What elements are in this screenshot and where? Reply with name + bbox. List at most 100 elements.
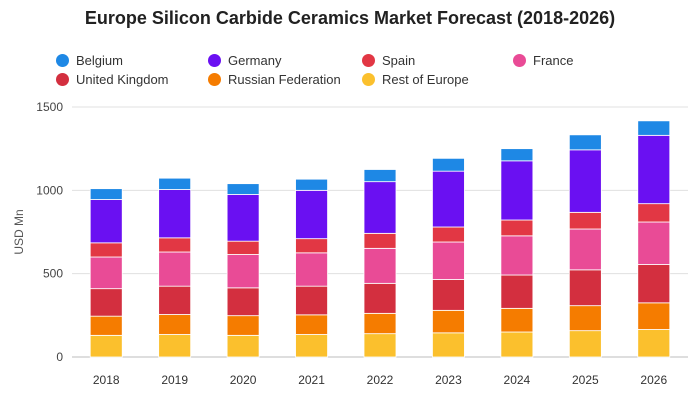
bar-segment-rest-of-europe-2023[interactable] xyxy=(432,332,465,358)
x-tick-label: 2021 xyxy=(298,373,325,387)
circle-icon xyxy=(362,73,375,86)
circle-icon xyxy=(56,73,69,86)
bar-segment-united-kingdom-2020[interactable] xyxy=(226,287,260,317)
bar-segment-france-2020[interactable] xyxy=(226,254,260,289)
bar-segment-france-2021[interactable] xyxy=(295,252,328,287)
x-tick-label: 2026 xyxy=(640,373,667,387)
bar-segment-rest-of-europe-2022[interactable] xyxy=(363,333,397,358)
legend-label: Russian Federation xyxy=(228,72,341,87)
bar-segment-russian-federation-2018[interactable] xyxy=(89,315,123,336)
legend-item-russian-federation[interactable]: Russian Federation xyxy=(208,72,341,87)
circle-icon xyxy=(362,54,375,67)
bar-segment-united-kingdom-2025[interactable] xyxy=(568,269,602,307)
x-tick-label: 2019 xyxy=(161,373,188,387)
bar-segment-russian-federation-2026[interactable] xyxy=(637,302,671,330)
bar-stack-2026 xyxy=(637,120,671,358)
bar-segment-united-kingdom-2019[interactable] xyxy=(158,285,192,315)
bar-stack-2019 xyxy=(158,177,192,358)
bar-segment-rest-of-europe-2021[interactable] xyxy=(295,334,328,358)
bar-stack-2024 xyxy=(500,148,534,358)
x-tick-label: 2022 xyxy=(367,373,394,387)
bar-segment-belgium-2024[interactable] xyxy=(500,148,534,162)
bar-stacks xyxy=(89,120,671,358)
bar-segment-spain-2019[interactable] xyxy=(158,237,192,253)
bar-segment-united-kingdom-2026[interactable] xyxy=(637,264,671,304)
bar-segment-france-2023[interactable] xyxy=(432,241,465,280)
bar-segment-belgium-2022[interactable] xyxy=(363,169,397,183)
bar-segment-belgium-2023[interactable] xyxy=(432,157,465,172)
legend-label: Rest of Europe xyxy=(382,72,469,87)
bar-segment-russian-federation-2024[interactable] xyxy=(500,307,534,333)
bar-segment-belgium-2018[interactable] xyxy=(89,188,123,200)
legend-label: Belgium xyxy=(76,53,123,68)
bar-segment-rest-of-europe-2018[interactable] xyxy=(89,334,123,358)
x-tick-label: 2024 xyxy=(504,373,531,387)
bar-segment-france-2022[interactable] xyxy=(363,247,397,284)
bar-segment-spain-2026[interactable] xyxy=(637,203,671,223)
bar-segment-rest-of-europe-2020[interactable] xyxy=(226,334,260,358)
bar-segment-russian-federation-2025[interactable] xyxy=(568,305,602,332)
circle-icon xyxy=(513,54,526,67)
bar-segment-united-kingdom-2021[interactable] xyxy=(295,285,328,316)
bar-segment-france-2019[interactable] xyxy=(158,251,192,287)
bar-segment-rest-of-europe-2019[interactable] xyxy=(158,334,192,358)
bar-segment-germany-2026[interactable] xyxy=(637,134,671,205)
legend-item-france[interactable]: France xyxy=(513,53,573,68)
bar-segment-germany-2023[interactable] xyxy=(432,170,465,228)
bar-segment-russian-federation-2021[interactable] xyxy=(295,314,328,335)
bar-segment-spain-2018[interactable] xyxy=(89,242,123,258)
x-tick-label: 2020 xyxy=(230,373,257,387)
bar-segment-united-kingdom-2023[interactable] xyxy=(432,279,465,311)
y-tick-label: 0 xyxy=(56,350,63,364)
bar-segment-spain-2022[interactable] xyxy=(363,232,397,249)
bar-segment-rest-of-europe-2024[interactable] xyxy=(500,331,534,358)
legend-item-spain[interactable]: Spain xyxy=(362,53,415,68)
bar-segment-spain-2021[interactable] xyxy=(295,238,328,254)
bar-segment-russian-federation-2022[interactable] xyxy=(363,312,397,335)
bar-segment-russian-federation-2019[interactable] xyxy=(158,314,192,335)
legend-item-belgium[interactable]: Belgium xyxy=(56,53,123,68)
x-tick-label: 2023 xyxy=(435,373,462,387)
bar-segment-spain-2025[interactable] xyxy=(568,211,602,230)
bar-segment-united-kingdom-2018[interactable] xyxy=(89,288,123,317)
bar-segment-germany-2025[interactable] xyxy=(568,149,602,213)
y-tick-label: 1500 xyxy=(36,100,63,114)
bar-segment-russian-federation-2023[interactable] xyxy=(432,309,465,334)
bar-segment-spain-2024[interactable] xyxy=(500,219,534,237)
bar-segment-france-2018[interactable] xyxy=(89,256,123,290)
bar-segment-france-2025[interactable] xyxy=(568,228,602,271)
bar-segment-france-2026[interactable] xyxy=(637,221,671,265)
x-axis-ticks: 2018 2019 2020 2021 2022 2023 2024 2025 2026 xyxy=(93,373,668,387)
bar-segment-united-kingdom-2024[interactable] xyxy=(500,274,534,309)
x-tick-label: 2018 xyxy=(93,373,120,387)
bar-stack-2022 xyxy=(363,169,397,358)
y-tick-label: 500 xyxy=(43,267,63,281)
bar-segment-belgium-2021[interactable] xyxy=(295,178,328,191)
bar-segment-spain-2020[interactable] xyxy=(226,240,260,255)
bar-segment-germany-2018[interactable] xyxy=(89,199,123,244)
bar-segment-germany-2022[interactable] xyxy=(363,181,397,234)
legend-label: United Kingdom xyxy=(76,72,169,87)
bar-stack-2023 xyxy=(432,157,465,358)
bar-segment-belgium-2019[interactable] xyxy=(158,177,192,190)
bar-segment-belgium-2020[interactable] xyxy=(226,183,260,195)
bar-segment-germany-2019[interactable] xyxy=(158,189,192,239)
y-axis-ticks: 0 500 1000 1500 xyxy=(36,100,63,364)
bar-segment-rest-of-europe-2025[interactable] xyxy=(568,330,602,358)
bar-segment-united-kingdom-2022[interactable] xyxy=(363,282,397,314)
bar-segment-germany-2020[interactable] xyxy=(226,194,260,242)
legend-item-germany[interactable]: Germany xyxy=(208,53,281,68)
bar-segment-russian-federation-2020[interactable] xyxy=(226,315,260,336)
y-axis-label: USD Mn xyxy=(12,209,26,254)
bar-segment-germany-2021[interactable] xyxy=(295,189,328,240)
bar-segment-germany-2024[interactable] xyxy=(500,160,534,221)
bar-segment-spain-2023[interactable] xyxy=(432,226,465,243)
legend-item-united-kingdom[interactable]: United Kingdom xyxy=(56,72,169,87)
y-tick-label: 1000 xyxy=(36,183,63,197)
bar-segment-rest-of-europe-2026[interactable] xyxy=(637,329,671,358)
bar-segment-belgium-2026[interactable] xyxy=(637,120,671,136)
bar-segment-belgium-2025[interactable] xyxy=(568,134,602,151)
circle-icon xyxy=(56,54,69,67)
legend-item-rest-of-europe[interactable]: Rest of Europe xyxy=(362,72,469,87)
bar-segment-france-2024[interactable] xyxy=(500,235,534,276)
